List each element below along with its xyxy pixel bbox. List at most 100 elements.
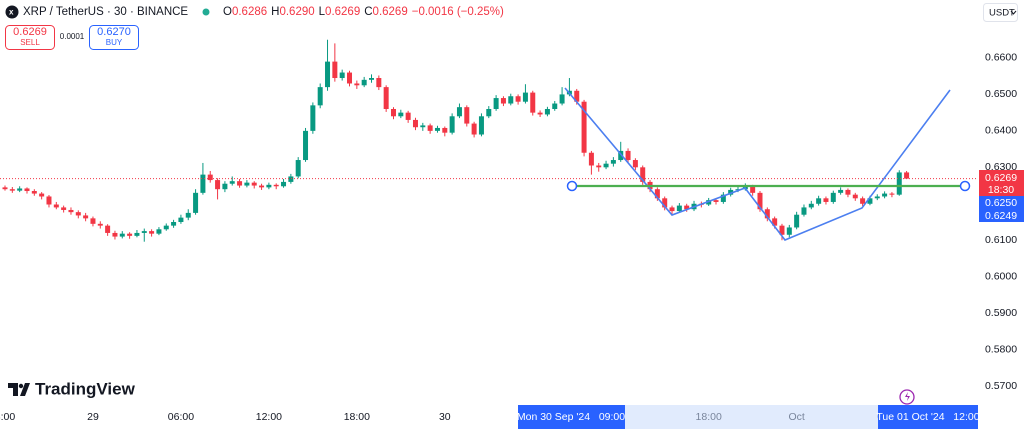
candle-body bbox=[852, 194, 858, 199]
time-start-box bbox=[518, 405, 625, 429]
h-label: H bbox=[271, 6, 279, 18]
candle-body bbox=[354, 83, 360, 86]
candle-body bbox=[237, 181, 243, 186]
y-tick-label: 0.6500 bbox=[985, 88, 1017, 100]
candle-body bbox=[896, 172, 902, 195]
time-end: Tue 01 Oct '24 12:00 bbox=[876, 411, 979, 423]
symbol-icon-glyph: x bbox=[9, 8, 14, 17]
time-start: Mon 30 Sep '24 09:00 bbox=[517, 411, 625, 423]
candle-body bbox=[244, 182, 250, 186]
candle-body bbox=[603, 163, 609, 168]
drawing-handle[interactable] bbox=[566, 180, 578, 192]
candle-body bbox=[46, 196, 52, 205]
market-status[interactable] bbox=[202, 8, 210, 16]
y-tick-label: 0.5800 bbox=[985, 343, 1017, 355]
candle-body bbox=[889, 193, 895, 195]
sell-button[interactable] bbox=[5, 25, 55, 50]
sell-price: 0.6269 bbox=[13, 26, 47, 38]
l-label: L bbox=[319, 6, 326, 18]
candle-body bbox=[317, 87, 323, 106]
candle-body bbox=[427, 125, 433, 131]
candle-body bbox=[882, 193, 888, 197]
candle-body bbox=[119, 233, 125, 237]
candle-body bbox=[801, 207, 807, 215]
candle-body bbox=[200, 174, 206, 193]
candle-body bbox=[845, 189, 851, 195]
change: −0.0016 (−0.25%) bbox=[412, 6, 504, 18]
spread: 0.0001 bbox=[60, 32, 85, 41]
buy-button[interactable] bbox=[89, 25, 139, 50]
candle-body bbox=[149, 231, 155, 234]
candle-body bbox=[618, 150, 624, 161]
candle-body bbox=[361, 79, 367, 86]
candle-body bbox=[471, 123, 477, 135]
candle-body bbox=[493, 98, 499, 109]
x-tick-label: 06:00 bbox=[168, 411, 194, 423]
candle-body bbox=[735, 189, 741, 191]
candle-body bbox=[610, 160, 616, 164]
candle-body bbox=[376, 78, 382, 88]
candle-body bbox=[339, 72, 345, 79]
candle-body bbox=[266, 184, 272, 188]
candle-body bbox=[786, 227, 792, 235]
candle-body bbox=[259, 185, 265, 188]
candle-body bbox=[9, 189, 15, 191]
candle-body bbox=[332, 61, 338, 79]
buy-price: 0.6270 bbox=[97, 26, 131, 38]
candle-body bbox=[207, 174, 213, 181]
candle-body bbox=[449, 116, 455, 133]
logo-text: TradingView bbox=[35, 379, 136, 398]
currency-button[interactable] bbox=[983, 3, 1018, 22]
c-label: C bbox=[364, 6, 372, 18]
logo-dot bbox=[18, 383, 24, 389]
drawing-handle[interactable] bbox=[959, 180, 971, 192]
candle-body bbox=[24, 188, 30, 192]
candle-body bbox=[823, 198, 829, 202]
candle-body bbox=[383, 87, 389, 109]
y-tick-label: 0.5700 bbox=[985, 380, 1017, 392]
candle-body bbox=[464, 107, 470, 124]
candle-body bbox=[552, 103, 558, 109]
candle-body bbox=[295, 160, 301, 177]
candle-body bbox=[215, 180, 221, 190]
candle-body bbox=[904, 172, 910, 179]
candle-body bbox=[442, 127, 448, 133]
candle-body bbox=[141, 231, 147, 233]
candle-body bbox=[369, 78, 374, 80]
x-tick-label: 29 bbox=[87, 411, 99, 423]
y-tick-label: 0.6600 bbox=[985, 52, 1017, 64]
candle-body bbox=[31, 191, 37, 194]
candle-body bbox=[720, 194, 726, 202]
zigzag-drawing[interactable] bbox=[564, 87, 951, 241]
candle-body bbox=[127, 233, 133, 236]
candle-body bbox=[325, 61, 331, 88]
candle-body bbox=[728, 189, 734, 195]
x-tick-label: 12:00 bbox=[256, 411, 282, 423]
candle-body bbox=[229, 181, 235, 184]
candle-body bbox=[83, 215, 89, 219]
candle-body bbox=[303, 130, 309, 161]
event-glyph bbox=[905, 392, 910, 401]
candle-body bbox=[830, 192, 836, 202]
currency: USDT bbox=[989, 8, 1015, 19]
sell-label: SELL bbox=[20, 38, 40, 47]
y-tick-label: 0.6400 bbox=[985, 125, 1017, 137]
candle-body bbox=[185, 212, 191, 218]
currency-caret bbox=[1010, 10, 1017, 15]
candle-body bbox=[90, 218, 96, 224]
candle-body bbox=[500, 98, 506, 104]
candle-body bbox=[808, 203, 814, 208]
candle-body bbox=[486, 108, 492, 117]
symbol-title[interactable]: XRP / TetherUS · 30 · BINANCE bbox=[23, 6, 188, 18]
l-value: 0.6269 bbox=[325, 6, 360, 18]
candle-body bbox=[874, 196, 880, 199]
last-price: 0.6269 bbox=[985, 172, 1017, 184]
candle-body bbox=[39, 193, 45, 197]
candle-body bbox=[772, 218, 778, 226]
candle-body bbox=[405, 112, 411, 120]
candle-body bbox=[434, 127, 440, 131]
candle-body bbox=[75, 212, 81, 216]
